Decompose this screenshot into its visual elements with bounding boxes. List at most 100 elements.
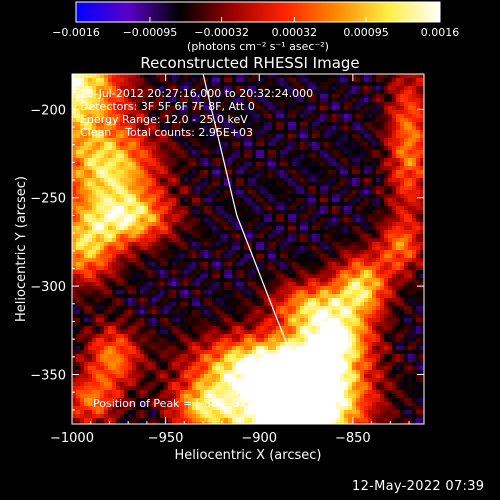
heatmap-cell: [308, 234, 313, 239]
heatmap-cell: [356, 262, 361, 267]
heatmap-cell: [248, 110, 253, 115]
heatmap-cell: [412, 178, 417, 183]
heatmap-cell: [100, 106, 105, 111]
heatmap-cell: [392, 150, 397, 155]
heatmap-cell: [268, 266, 273, 271]
heatmap-cell: [240, 286, 245, 291]
heatmap-cell: [268, 74, 273, 79]
heatmap-cell: [240, 210, 245, 215]
heatmap-cell: [420, 290, 424, 295]
heatmap-cell: [348, 238, 353, 243]
heatmap-cell: [284, 206, 289, 211]
heatmap-cell: [72, 274, 77, 279]
heatmap-cell: [356, 294, 361, 299]
heatmap-cell: [316, 130, 321, 135]
heatmap-cell: [184, 130, 189, 135]
heatmap-cell: [372, 258, 377, 263]
heatmap-cell: [184, 74, 189, 79]
heatmap-cell: [384, 158, 389, 163]
heatmap-cell: [404, 274, 409, 279]
heatmap-cell: [304, 262, 309, 267]
heatmap-cell: [220, 266, 225, 271]
heatmap-cell: [256, 138, 261, 143]
heatmap-cell: [148, 286, 153, 291]
heatmap-cell: [392, 210, 397, 215]
heatmap-cell: [264, 122, 269, 127]
heatmap-cell: [324, 102, 329, 107]
heatmap-cell: [276, 234, 281, 239]
heatmap-cell: [332, 114, 337, 119]
heatmap-cell: [108, 206, 113, 211]
heatmap-cell: [392, 270, 397, 275]
heatmap-cell: [168, 178, 173, 183]
heatmap-cell: [316, 82, 321, 87]
heatmap-cell: [136, 74, 141, 79]
heatmap-cell: [332, 238, 337, 243]
heatmap-cell: [348, 262, 353, 267]
heatmap-cell: [76, 114, 81, 119]
heatmap-cell: [376, 218, 381, 223]
heatmap-cell: [316, 254, 321, 259]
heatmap-cell: [280, 146, 285, 151]
heatmap-cell: [80, 74, 85, 79]
heatmap-cell: [172, 262, 177, 267]
heatmap-cell: [336, 94, 341, 99]
heatmap-cell: [416, 166, 421, 171]
heatmap-cell: [76, 270, 81, 275]
heatmap-cell: [104, 294, 109, 299]
heatmap-cell: [92, 130, 97, 135]
heatmap-cell: [120, 274, 125, 279]
heatmap-cell: [240, 246, 245, 251]
heatmap-cell: [300, 234, 305, 239]
heatmap-cell: [200, 94, 205, 99]
heatmap-cell: [196, 262, 201, 267]
heatmap-cell: [164, 278, 169, 283]
heatmap-cell: [408, 222, 413, 227]
heatmap-cell: [140, 94, 145, 99]
heatmap-cell: [100, 294, 105, 299]
heatmap-cell: [208, 150, 213, 155]
heatmap-cell: [196, 90, 201, 95]
heatmap-cell: [176, 106, 181, 111]
heatmap-cell: [148, 254, 153, 259]
heatmap-cell: [108, 126, 113, 131]
heatmap-cell: [176, 102, 181, 107]
heatmap-cell: [320, 286, 325, 291]
heatmap-cell: [392, 190, 397, 195]
heatmap-cell: [124, 134, 129, 139]
heatmap-cell: [148, 154, 153, 159]
heatmap-cell: [188, 106, 193, 111]
heatmap-cell: [164, 270, 169, 275]
heatmap-cell: [308, 242, 313, 247]
heatmap-cell: [356, 110, 361, 115]
heatmap-cell: [300, 178, 305, 183]
heatmap-cell: [320, 90, 325, 95]
heatmap-cell: [132, 262, 137, 267]
heatmap-cell: [180, 162, 185, 167]
heatmap-cell: [196, 82, 201, 87]
heatmap-cell: [256, 242, 261, 247]
heatmap-cell: [192, 226, 197, 231]
heatmap-cell: [212, 222, 217, 227]
heatmap-cell: [268, 230, 273, 235]
heatmap-cell: [120, 154, 125, 159]
heatmap-cell: [392, 218, 397, 223]
heatmap-cell: [132, 202, 137, 207]
heatmap-cell: [256, 174, 261, 179]
heatmap-cell: [316, 174, 321, 179]
heatmap-cell: [244, 134, 249, 139]
heatmap-cell: [140, 230, 145, 235]
heatmap-cell: [140, 142, 145, 147]
heatmap-cell: [232, 102, 237, 107]
heatmap-cell: [164, 194, 169, 199]
heatmap-cell: [184, 290, 189, 295]
heatmap-cell: [336, 178, 341, 183]
heatmap-cell: [236, 266, 241, 271]
heatmap-cell: [100, 254, 105, 259]
heatmap-cell: [120, 142, 125, 147]
heatmap-cell: [136, 150, 141, 155]
heatmap-cell: [152, 130, 157, 135]
heatmap-cell: [168, 194, 173, 199]
heatmap-cell: [216, 214, 221, 219]
heatmap-cell: [360, 210, 365, 215]
